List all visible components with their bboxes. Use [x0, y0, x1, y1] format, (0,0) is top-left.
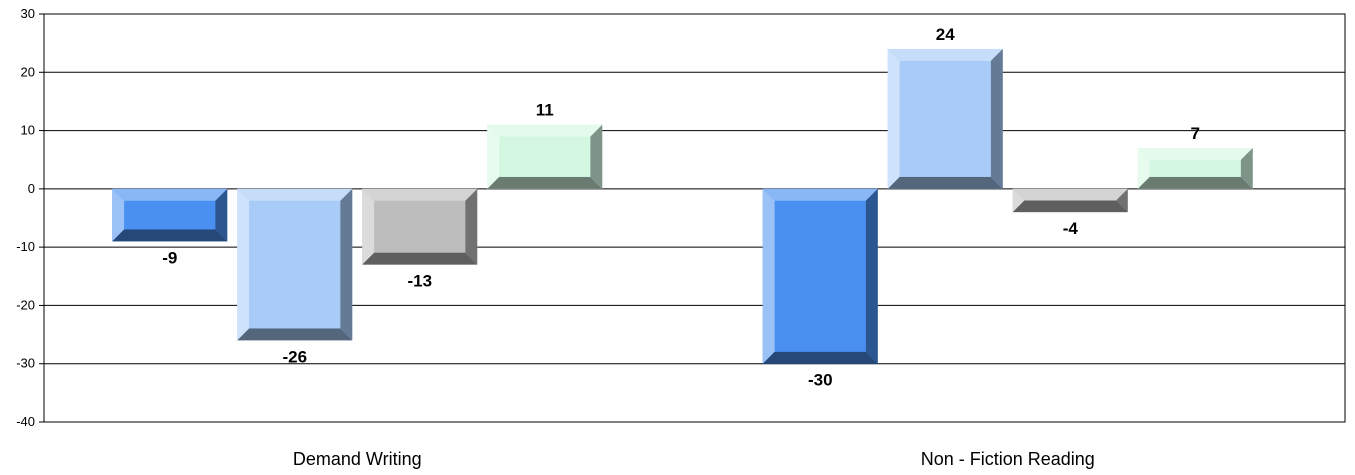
bar — [887, 48, 1003, 189]
data-label: 24 — [936, 25, 955, 44]
bar — [112, 188, 228, 242]
y-axis: 30 20 10 0 -10 -20 -30 -40 — [16, 6, 44, 429]
plot-frame — [43, 13, 1346, 423]
x-category-label: Non - Fiction Reading — [921, 449, 1095, 469]
bar — [362, 188, 478, 265]
x-axis: Demand Writing Non - Fiction Reading — [293, 449, 1095, 469]
bar — [1012, 188, 1128, 213]
data-label: -30 — [808, 371, 833, 390]
bar — [487, 124, 603, 189]
data-labels: -9 -26 -13 11 -30 24 -4 7 — [162, 25, 1200, 390]
bar — [1137, 148, 1253, 189]
y-tick-label: 30 — [21, 6, 35, 21]
y-tick-label: 10 — [21, 123, 35, 138]
bar — [237, 188, 353, 341]
data-label: -26 — [282, 347, 307, 366]
y-tick-label: 20 — [21, 64, 35, 79]
data-label: -9 — [162, 248, 177, 267]
y-tick-label: -40 — [16, 414, 35, 429]
data-label: 11 — [536, 101, 554, 120]
y-tick-label: -20 — [16, 297, 35, 312]
x-category-label: Demand Writing — [293, 449, 422, 469]
y-tick-label: -30 — [16, 356, 35, 371]
bars — [112, 48, 1253, 364]
data-label: 7 — [1191, 124, 1200, 143]
data-label: -13 — [407, 272, 432, 291]
y-tick-label: -10 — [16, 239, 35, 254]
bar — [762, 188, 878, 364]
y-tick-label: 0 — [28, 181, 35, 196]
data-label: -4 — [1063, 219, 1079, 238]
